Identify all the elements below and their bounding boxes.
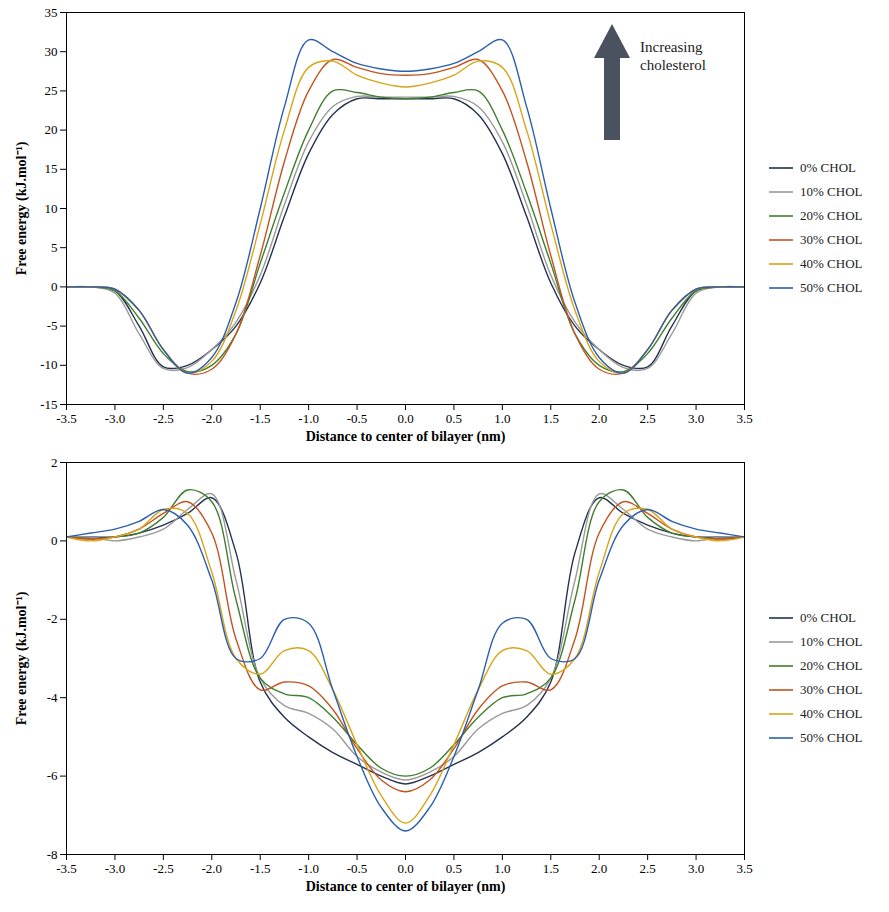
svg-text:2.5: 2.5 [640,861,656,876]
svg-text:-4: -4 [47,690,58,705]
svg-text:0: 0 [51,279,58,294]
svg-text:0.5: 0.5 [446,861,462,876]
svg-text:15: 15 [45,161,58,176]
svg-text:0.0: 0.0 [397,861,413,876]
svg-text:3.5: 3.5 [736,861,752,876]
svg-text:-5: -5 [47,318,58,333]
svg-text:-10: -10 [40,357,57,372]
svg-text:-2: -2 [47,611,58,626]
svg-text:Distance to center of bilayer: Distance to center of bilayer (nm) [306,879,506,895]
html-text:0% CHOL: 0% CHOL [800,160,856,175]
html-text:40% CHOL: 40% CHOL [800,706,863,721]
html-text:10% CHOL: 10% CHOL [800,634,863,649]
svg-text:-1.5: -1.5 [250,411,271,426]
svg-text:-0.5: -0.5 [347,861,368,876]
svg-text:3.0: 3.0 [688,411,704,426]
svg-text:2.0: 2.0 [591,861,607,876]
html-text:50% CHOL: 50% CHOL [800,280,863,295]
svg-text:0.0: 0.0 [397,411,413,426]
svg-text:-3.0: -3.0 [105,861,126,876]
svg-text:-1.0: -1.0 [298,861,319,876]
svg-text:25: 25 [45,83,58,98]
svg-text:-2.0: -2.0 [201,861,222,876]
html-text:0% CHOL: 0% CHOL [800,610,856,625]
svg-text:1.5: 1.5 [543,861,559,876]
svg-text:5: 5 [51,240,58,255]
html-text:30% CHOL: 30% CHOL [800,682,863,697]
svg-text:Distance to center of bilayer: Distance to center of bilayer (nm) [306,429,506,445]
svg-text:3.0: 3.0 [688,861,704,876]
html-text:20% CHOL: 20% CHOL [800,208,863,223]
svg-text:2: 2 [51,455,58,470]
svg-text:-2.5: -2.5 [153,861,174,876]
svg-text:1.0: 1.0 [494,861,510,876]
svg-text:10: 10 [45,201,58,216]
svg-text:-1.0: -1.0 [298,411,319,426]
svg-text:2.5: 2.5 [640,411,656,426]
svg-text:Free energy (kJ.mol⁻¹): Free energy (kJ.mol⁻¹) [14,141,30,275]
svg-text:-8: -8 [47,847,58,862]
svg-text:-0.5: -0.5 [347,411,368,426]
svg-text:1.5: 1.5 [543,411,559,426]
svg-text:20: 20 [45,122,58,137]
svg-text:-3.0: -3.0 [105,411,126,426]
svg-text:0.5: 0.5 [446,411,462,426]
svg-text:30: 30 [45,44,58,59]
html-text:10% CHOL: 10% CHOL [800,184,863,199]
svg-text:35: 35 [45,5,58,20]
svg-text:3.5: 3.5 [736,411,752,426]
svg-text:-2.0: -2.0 [201,411,222,426]
html-text:40% CHOL: 40% CHOL [800,256,863,271]
html-text:30% CHOL: 30% CHOL [800,232,863,247]
html-text:20% CHOL: 20% CHOL [800,658,863,673]
svg-text:-3.5: -3.5 [56,861,77,876]
svg-text:-6: -6 [47,768,58,783]
svg-text:Free energy (kJ.mol⁻¹): Free energy (kJ.mol⁻¹) [14,591,30,725]
svg-text:2.0: 2.0 [591,411,607,426]
html-text:Increasing cholesterol: Increasing cholesterol [640,39,706,73]
svg-text:1.0: 1.0 [494,411,510,426]
svg-text:-15: -15 [40,397,57,412]
svg-text:-2.5: -2.5 [153,411,174,426]
svg-text:-1.5: -1.5 [250,861,271,876]
svg-text:0: 0 [51,533,58,548]
html-text:50% CHOL: 50% CHOL [800,730,863,745]
svg-text:-3.5: -3.5 [56,411,77,426]
